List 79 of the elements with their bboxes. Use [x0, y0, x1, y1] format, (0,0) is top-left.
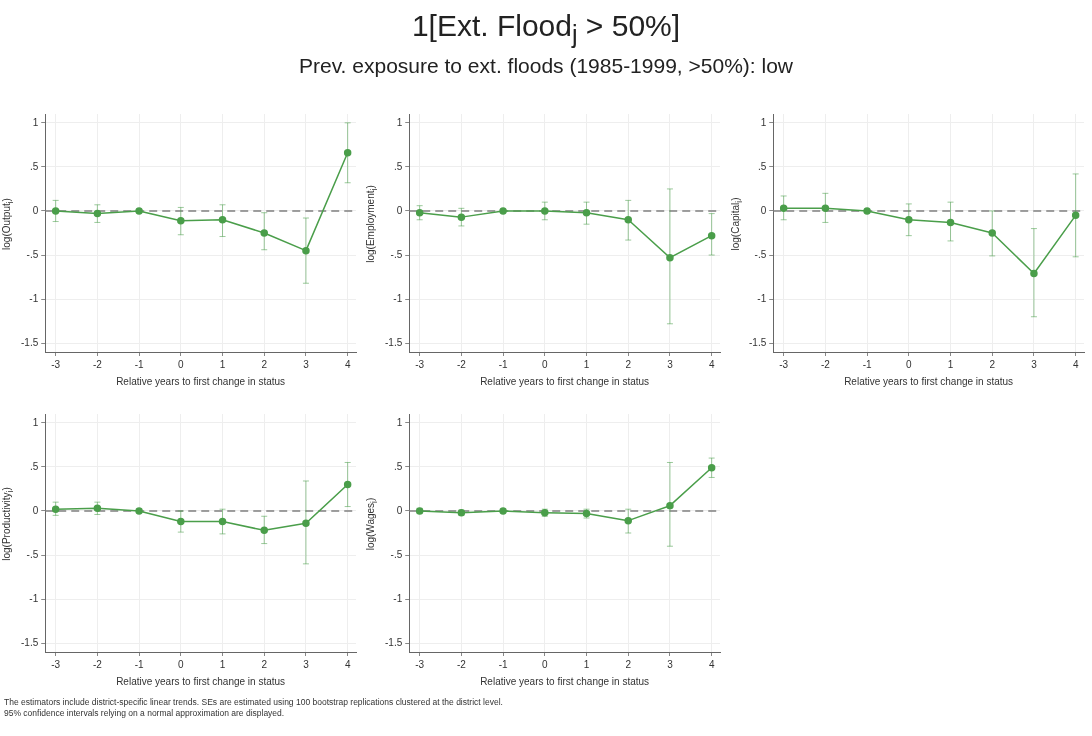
- y-tick-label: 1: [396, 116, 403, 128]
- y-tick-label: .5: [393, 460, 403, 472]
- x-tick-label: 0: [178, 658, 185, 670]
- y-tick-label: 1: [32, 116, 39, 128]
- x-tick-label: 2: [261, 658, 268, 670]
- x-tick-label: -1: [134, 658, 144, 670]
- text: 95% confidence intervals relying on a normal approximation are displayed.: [4, 708, 286, 719]
- x-tick-label: -3: [51, 358, 61, 370]
- x-tick-label: 0: [178, 358, 185, 370]
- x-tick-label: 3: [303, 658, 310, 670]
- x-tick-label: 4: [708, 358, 715, 370]
- y-tick-label: -1: [393, 292, 403, 304]
- x-tick-label: 1: [583, 658, 590, 670]
- y-tick-label: -.5: [754, 248, 767, 260]
- x-tick-label: -3: [51, 658, 61, 670]
- x-tick-label: 1: [219, 358, 226, 370]
- y-tick-label: .5: [29, 160, 39, 172]
- y-tick-label: 1: [396, 416, 403, 428]
- y-tick-label: -1: [29, 592, 39, 604]
- x-tick-label: -3: [779, 358, 789, 370]
- y-tick-label: .5: [393, 160, 403, 172]
- text: 1[Ext. Flood$_{j}$ > 50%]: [410, 8, 682, 50]
- x-tick-label: 1: [583, 358, 590, 370]
- x-tick-label: -2: [456, 358, 467, 370]
- y-tick-label: -1.5: [385, 636, 403, 648]
- text: Prev. exposure to ext. floods (1985-1999, >50%): low: [298, 53, 794, 79]
- x-tick-label: -1: [134, 358, 144, 370]
- y-tick-label: -.5: [26, 248, 39, 260]
- x-axis-title: Relative years to first change in status: [116, 375, 286, 387]
- x-tick-label: -2: [456, 658, 467, 670]
- x-tick-label: 0: [542, 358, 549, 370]
- x-tick-label: -2: [92, 658, 103, 670]
- x-tick-label: 2: [625, 358, 632, 370]
- y-tick-label: -.5: [390, 548, 403, 560]
- y-tick-label: 0: [760, 204, 767, 216]
- x-tick-label: 3: [667, 658, 674, 670]
- y-tick-label: -1.5: [21, 336, 39, 348]
- x-tick-label: 0: [906, 358, 913, 370]
- y-tick-label: 1: [32, 416, 39, 428]
- y-tick-label: 0: [396, 204, 403, 216]
- y-tick-label: -1: [29, 292, 39, 304]
- y-tick-label: .5: [29, 460, 39, 472]
- x-axis-title: Relative years to first change in status: [480, 675, 650, 687]
- x-tick-label: -1: [498, 658, 508, 670]
- x-tick-label: 0: [542, 658, 549, 670]
- x-tick-label: 3: [1031, 358, 1038, 370]
- y-tick-label: 0: [32, 504, 39, 516]
- x-axis-title: Relative years to first change in status: [844, 375, 1014, 387]
- x-tick-label: 2: [261, 358, 268, 370]
- x-tick-label: 3: [667, 358, 674, 370]
- y-tick-label: -1.5: [749, 336, 767, 348]
- y-tick-label: 1: [760, 116, 767, 128]
- y-tick-label: -.5: [390, 248, 403, 260]
- y-tick-label: -1.5: [385, 336, 403, 348]
- x-tick-label: 4: [344, 358, 351, 370]
- x-axis-title: Relative years to first change in status: [480, 375, 650, 387]
- y-tick-label: -1: [393, 592, 403, 604]
- x-axis-title: Relative years to first change in status: [116, 675, 286, 687]
- x-tick-label: 1: [219, 658, 226, 670]
- x-tick-label: 3: [303, 358, 310, 370]
- y-tick-label: .5: [757, 160, 767, 172]
- x-tick-label: -1: [498, 358, 508, 370]
- text: The estimators include district-specific linear trends. SEs are estimated using 100 bootstrap replications clustered at the district level.: [4, 697, 503, 708]
- x-tick-label: 2: [625, 658, 632, 670]
- y-tick-label: 0: [32, 204, 39, 216]
- y-tick-label: -1.5: [21, 636, 39, 648]
- x-tick-label: 4: [344, 658, 351, 670]
- x-tick-label: 4: [708, 658, 715, 670]
- y-tick-label: -1: [757, 292, 767, 304]
- x-tick-label: -2: [92, 358, 103, 370]
- x-tick-label: -2: [820, 358, 831, 370]
- y-tick-label: -.5: [26, 548, 39, 560]
- x-tick-label: 1: [947, 358, 954, 370]
- x-tick-label: -3: [415, 658, 425, 670]
- x-tick-label: -1: [862, 358, 872, 370]
- y-tick-label: 0: [396, 504, 403, 516]
- x-tick-label: 2: [989, 358, 996, 370]
- x-tick-label: -3: [415, 358, 425, 370]
- x-tick-label: 4: [1072, 358, 1079, 370]
